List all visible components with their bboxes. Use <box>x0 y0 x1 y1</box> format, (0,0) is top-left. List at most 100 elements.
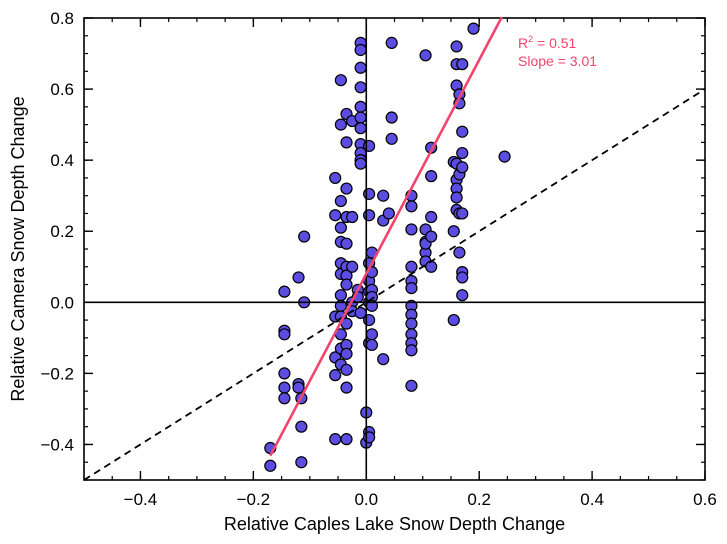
data-point <box>365 328 379 341</box>
data-point <box>329 171 342 185</box>
data-point <box>405 344 418 357</box>
data-point <box>456 271 469 284</box>
data-point <box>295 420 308 433</box>
data-point <box>447 313 460 327</box>
x-tick-label: 0.4 <box>580 490 604 509</box>
data-point <box>278 328 291 341</box>
data-point <box>354 157 367 170</box>
x-axis-label: Relative Caples Lake Snow Depth Change <box>224 514 565 534</box>
data-point <box>405 317 418 330</box>
data-point <box>450 40 463 53</box>
y-tick-label: 0.4 <box>50 151 74 170</box>
data-point <box>385 132 398 145</box>
regression-line <box>269 16 503 457</box>
data-point <box>278 367 291 380</box>
data-points <box>264 22 511 472</box>
data-point <box>456 58 469 71</box>
data-point <box>456 289 469 302</box>
data-point <box>456 161 469 174</box>
data-point <box>362 187 376 201</box>
data-point <box>346 260 359 273</box>
data-point <box>365 338 379 352</box>
data-point <box>425 230 438 243</box>
x-tick-label: 0.6 <box>693 490 717 509</box>
data-point <box>405 281 418 295</box>
data-point <box>362 431 376 444</box>
y-tick-label: 0.6 <box>50 80 74 99</box>
data-point <box>278 285 291 298</box>
x-tick-label: −0.2 <box>237 490 271 509</box>
y-tick-label: 0.0 <box>50 293 74 312</box>
data-point <box>354 100 367 113</box>
data-point <box>354 61 367 74</box>
data-point <box>340 278 353 291</box>
data-point <box>298 230 311 243</box>
y-tick-label: −0.4 <box>40 435 74 454</box>
data-point <box>467 22 480 35</box>
data-point <box>354 122 367 135</box>
data-point <box>334 74 347 87</box>
plot-frame <box>83 17 706 481</box>
data-point <box>405 260 418 273</box>
data-point <box>362 139 376 153</box>
data-point <box>329 209 342 222</box>
r-squared-value: = 0.51 <box>533 35 576 51</box>
data-point <box>405 200 418 213</box>
data-point <box>278 381 291 394</box>
data-point <box>456 125 469 138</box>
data-point <box>453 246 466 259</box>
data-point <box>334 289 347 302</box>
data-point <box>340 363 353 376</box>
x-tick-label: 0.2 <box>467 490 491 509</box>
data-point <box>354 43 367 57</box>
data-point <box>425 260 438 273</box>
data-point <box>425 170 438 183</box>
data-point <box>264 459 277 472</box>
data-point <box>498 150 511 163</box>
data-point <box>340 381 353 394</box>
data-point <box>447 225 460 238</box>
r-squared-superscript: 2 <box>528 34 533 44</box>
data-point <box>340 347 353 360</box>
data-point <box>278 392 291 405</box>
data-point <box>377 189 390 202</box>
slope-annotation: Slope = 3.01 <box>518 53 597 69</box>
data-point <box>450 191 463 204</box>
data-point <box>385 36 398 49</box>
axes: −0.4 −0.2 0.0 0.2 0.4 0.6 −0.4 −0.2 0.0 0.2 0.4 0.6… <box>40 9 716 509</box>
data-point <box>362 209 376 222</box>
data-point <box>385 111 398 124</box>
data-point <box>340 237 353 250</box>
y-axis-label: Relative Camera Snow Depth Change <box>8 96 28 401</box>
data-point <box>340 136 353 149</box>
data-point <box>334 221 347 234</box>
data-point <box>329 433 342 446</box>
data-point <box>419 49 432 62</box>
y-tick-label: 0.8 <box>50 9 74 28</box>
data-point <box>292 271 305 284</box>
data-point <box>354 111 367 124</box>
r-squared-prefix: R <box>518 35 528 51</box>
data-point <box>456 207 469 220</box>
data-point <box>295 456 308 469</box>
data-point <box>425 210 438 224</box>
data-point <box>292 381 305 394</box>
data-point <box>377 353 390 366</box>
data-point <box>340 182 353 195</box>
data-point <box>405 223 418 236</box>
data-point <box>354 81 367 94</box>
data-point <box>362 313 376 327</box>
data-point <box>329 369 342 382</box>
x-tick-label: 0.0 <box>354 490 378 509</box>
data-point <box>382 207 395 220</box>
data-point <box>405 379 418 392</box>
one-to-one-line <box>84 88 705 480</box>
data-point <box>340 433 353 446</box>
reference-lines <box>84 18 705 480</box>
data-point <box>346 210 359 224</box>
y-tick-label: −0.2 <box>40 364 74 383</box>
x-tick-label: −0.4 <box>124 490 158 509</box>
data-point <box>456 146 469 160</box>
y-tick-label: 0.2 <box>50 222 74 241</box>
